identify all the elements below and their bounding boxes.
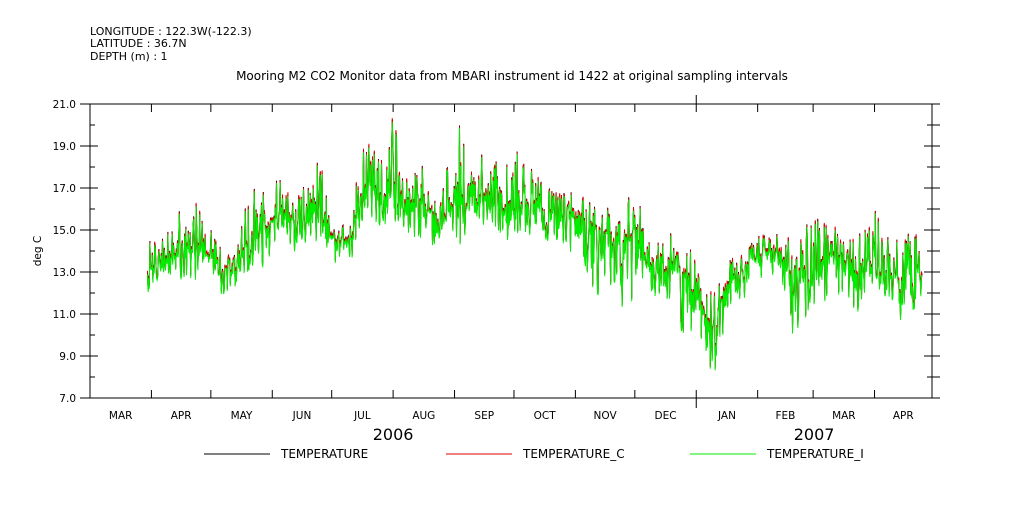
axes-layer: 7.0 9.0 11.0 13.0 15.0 17.0 19.0 21.0 MAR APR MAY J… [53, 95, 940, 444]
x-tick-label: APR [893, 410, 914, 422]
x-tick-label: NOV [594, 410, 618, 422]
x-tick-label: MAR [109, 410, 133, 422]
x-tick-label: JAN [717, 410, 736, 422]
y-tick-label: 11.0 [53, 309, 76, 321]
data-layer [147, 118, 923, 371]
longitude-label: LONGITUDE : 122.3W(-122.3) [90, 25, 252, 38]
y-tick-label: 17.0 [53, 183, 76, 195]
y-tick-label: 9.0 [59, 351, 76, 363]
y-tick-label: 13.0 [53, 267, 76, 279]
legend-label: TEMPERATURE [280, 447, 368, 461]
x-tick-label: MAR [832, 410, 856, 422]
year-label: 2006 [373, 425, 414, 444]
x-tick-label: DEC [655, 410, 677, 422]
x-tick-label: FEB [775, 410, 795, 422]
x-tick-label: MAY [231, 410, 253, 422]
legend: TEMPERATURE TEMPERATURE_C TEMPERATURE_I [204, 447, 864, 461]
chart-title: Mooring M2 CO2 Monitor data from MBARI i… [236, 69, 788, 83]
x-tick-label: SEP [474, 410, 494, 422]
x-tick-label: JUN [292, 410, 312, 422]
x-tick-label: OCT [534, 410, 557, 422]
depth-label: DEPTH (m) : 1 [90, 50, 168, 63]
legend-label: TEMPERATURE_C [522, 447, 625, 461]
y-tick-label: 7.0 [59, 393, 76, 405]
legend-label: TEMPERATURE_I [766, 447, 864, 461]
y-tick-label: 19.0 [53, 141, 76, 153]
series-temperature-i-line [147, 121, 923, 371]
y-axis-label: deg C [32, 236, 44, 266]
x-tick-label: JUL [353, 410, 371, 422]
year-label: 2007 [794, 425, 835, 444]
latitude-label: LATITUDE : 36.7N [90, 37, 187, 50]
y-tick-label: 15.0 [53, 225, 76, 237]
y-tick-label: 21.0 [53, 99, 76, 111]
x-tick-label: APR [171, 410, 192, 422]
x-tick-label: AUG [412, 410, 435, 422]
